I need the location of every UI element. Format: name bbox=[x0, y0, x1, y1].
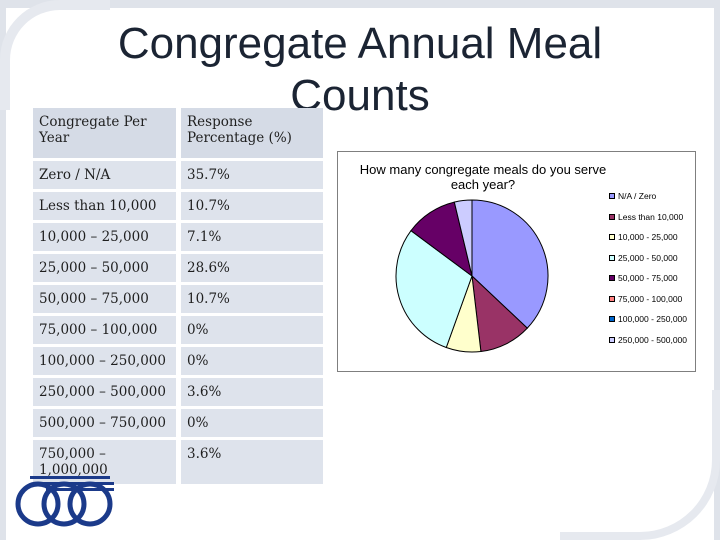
table-row: 500,000 – 750,000 0% bbox=[33, 409, 323, 437]
legend-swatch bbox=[609, 336, 615, 343]
slide-frame-top bbox=[0, 0, 720, 8]
legend-item: 75,000 - 100,000 bbox=[609, 294, 702, 304]
table-cell-percentage: 35.7% bbox=[181, 161, 323, 189]
legend-swatch bbox=[609, 193, 615, 199]
table-row: 100,000 – 250,000 0% bbox=[33, 347, 323, 375]
legend-swatch bbox=[609, 254, 615, 261]
legend-swatch bbox=[609, 316, 615, 322]
table-header-percentage: Response Percentage (%) bbox=[181, 108, 323, 158]
table-row: Zero / N/A 35.7% bbox=[33, 161, 323, 189]
table-cell-range: 250,000 – 500,000 bbox=[33, 378, 181, 406]
legend-label: 10,000 - 25,000 bbox=[618, 232, 678, 242]
table-cell-percentage: 3.6% bbox=[181, 440, 323, 484]
table-cell-range: 75,000 – 100,000 bbox=[33, 316, 181, 344]
legend-item: 25,000 - 50,000 bbox=[609, 253, 702, 263]
slide-corner-decoration-bottom bbox=[560, 390, 720, 540]
pie-chart bbox=[395, 199, 549, 353]
legend-label: 100,000 - 250,000 bbox=[618, 314, 688, 324]
slide-frame-right bbox=[714, 0, 720, 540]
table-cell-range: 100,000 – 250,000 bbox=[33, 347, 181, 375]
table-cell-range: 500,000 – 750,000 bbox=[33, 409, 181, 437]
table-cell-percentage: 10.7% bbox=[181, 285, 323, 313]
slide-frame-left bbox=[0, 0, 6, 540]
slide-corner-decoration bbox=[0, 0, 110, 110]
legend-item: 100,000 - 250,000 bbox=[609, 314, 702, 324]
legend-item: 250,000 - 500,000 bbox=[609, 335, 702, 345]
legend-swatch bbox=[609, 295, 615, 302]
pie-slice bbox=[453, 199, 473, 277]
table-cell-percentage: 7.1% bbox=[181, 223, 323, 251]
chart-legend: N/A / Zero Less than 10,000 10,000 - 25,00… bbox=[609, 191, 702, 355]
legend-item: 50,000 - 75,000 bbox=[609, 273, 702, 283]
legend-item: Less than 10,000 bbox=[609, 212, 702, 222]
chart-title: How many congregate meals do you serve e… bbox=[359, 162, 607, 192]
table-cell-range: Less than 10,000 bbox=[33, 192, 181, 220]
legend-label: 250,000 - 500,000 bbox=[618, 334, 688, 345]
table-cell-percentage: 0% bbox=[181, 347, 323, 375]
legend-swatch bbox=[609, 234, 615, 240]
legend-label: N/A / Zero bbox=[618, 191, 657, 201]
table-cell-percentage: 10.7% bbox=[181, 192, 323, 220]
table-row: 250,000 – 500,000 3.6% bbox=[33, 378, 323, 406]
meal-count-table: Congregate Per Year Response Percentage … bbox=[33, 105, 323, 487]
table-cell-percentage: 3.6% bbox=[181, 378, 323, 406]
table-row: 25,000 – 50,000 28.6% bbox=[33, 254, 323, 282]
table-header-range: Congregate Per Year bbox=[33, 108, 181, 158]
legend-label: 25,000 - 50,000 bbox=[618, 252, 678, 263]
legend-swatch bbox=[609, 213, 615, 220]
table-cell-range: 10,000 – 25,000 bbox=[33, 223, 181, 251]
table-cell-range: Zero / N/A bbox=[33, 161, 181, 189]
table-cell-range: 50,000 – 75,000 bbox=[33, 285, 181, 313]
table-cell-percentage: 0% bbox=[181, 316, 323, 344]
legend-label: 75,000 - 100,000 bbox=[618, 293, 683, 304]
legend-label: 50,000 - 75,000 bbox=[618, 273, 678, 283]
legend-label: Less than 10,000 bbox=[618, 211, 684, 222]
organization-logo bbox=[15, 476, 114, 527]
table-row: 75,000 – 100,000 0% bbox=[33, 316, 323, 344]
table-cell-range: 25,000 – 50,000 bbox=[33, 254, 181, 282]
pie-chart-panel: How many congregate meals do you serve e… bbox=[337, 151, 696, 372]
table-cell-percentage: 0% bbox=[181, 409, 323, 437]
legend-item: 10,000 - 25,000 bbox=[609, 232, 702, 242]
legend-swatch bbox=[609, 275, 615, 281]
pie-slice bbox=[395, 229, 473, 349]
table-row: Less than 10,000 10.7% bbox=[33, 192, 323, 220]
legend-item: N/A / Zero bbox=[609, 191, 702, 201]
table-cell-percentage: 28.6% bbox=[181, 254, 323, 282]
table-header-row: Congregate Per Year Response Percentage … bbox=[33, 108, 323, 158]
table-row: 50,000 – 75,000 10.7% bbox=[33, 285, 323, 313]
table-row: 10,000 – 25,000 7.1% bbox=[33, 223, 323, 251]
pie-slice bbox=[471, 199, 549, 329]
